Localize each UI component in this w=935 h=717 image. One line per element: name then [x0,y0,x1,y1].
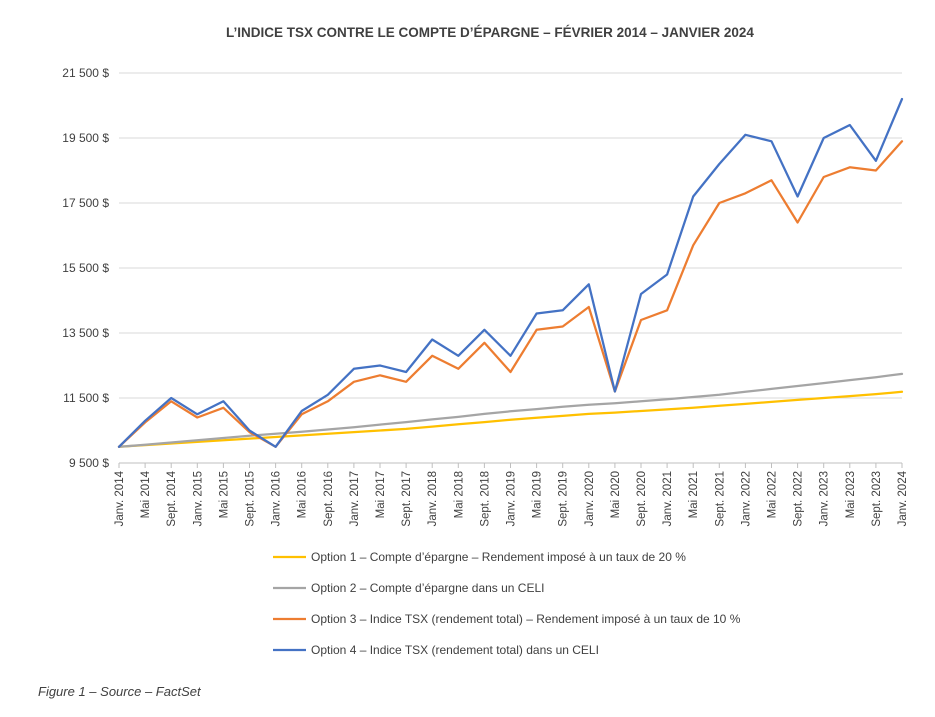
x-tick-label: Sept. 2015 [245,471,257,527]
x-tick-label: Janv. 2019 [506,471,518,526]
x-tick-label: Mai 2019 [532,471,544,518]
x-tick-label: Sept. 2019 [558,471,570,527]
y-tick-label: 19 500 $ [62,131,109,145]
x-tick-label: Janv. 2023 [819,471,831,526]
x-tick-label: Janv. 2022 [740,471,752,526]
x-tick-label: Janv. 2024 [897,470,909,526]
x-axis-tick-labels: Janv. 2014 Mai 2014 Sept. 2014 Janv. 2015 Ma… [114,463,909,527]
x-tick-label: Mai 2014 [140,470,152,518]
x-tick-label: Sept. 2017 [401,471,413,527]
legend-label: Option 4 – Indice TSX (rendement total) … [311,643,599,657]
x-tick-label: Janv. 2017 [349,471,361,526]
x-tick-label: Janv. 2015 [192,471,204,526]
gridlines [119,72,902,464]
x-tick-label: Janv. 2018 [427,471,439,526]
x-tick-label: Mai 2022 [767,471,779,518]
series-line-option-4 [117,97,904,448]
x-tick-label: Mai 2021 [688,471,700,518]
x-tick-label: Sept. 2022 [793,471,805,527]
x-tick-label: Sept. 2014 [166,470,178,526]
x-tick-label: Mai 2018 [453,471,465,518]
x-tick-label: Sept. 2021 [714,471,726,527]
y-tick-label: 13 500 $ [62,326,109,340]
legend-label: Option 2 – Compte d’épargne dans un CELI [311,581,544,595]
y-tick-label: 21 500 $ [62,66,109,80]
x-tick-label: Mai 2016 [297,471,309,518]
x-tick-label: Janv. 2021 [662,471,674,526]
x-tick-label: Sept. 2018 [479,471,491,527]
y-tick-label: 9 500 $ [69,456,109,470]
legend-label: Option 3 – Indice TSX (rendement total) … [311,612,741,626]
y-tick-label: 15 500 $ [62,261,109,275]
x-tick-label: Mai 2015 [218,471,230,518]
series-lines [117,97,904,448]
figure-caption: Figure 1 – Source – FactSet [38,684,201,699]
series-line-option-1 [117,390,904,448]
x-tick-label: Janv. 2020 [584,471,596,526]
series-line-option-3 [117,140,904,448]
x-tick-label: Mai 2023 [845,471,857,518]
y-axis-tick-labels: 9 500 $ 11 500 $ 13 500 $ 15 500 $ 17 500 $ 1… [62,66,109,470]
x-tick-label: Janv. 2014 [114,470,126,526]
x-tick-label: Mai 2017 [375,471,387,518]
x-tick-label: Mai 2020 [610,471,622,518]
x-tick-label: Sept. 2016 [323,471,335,527]
x-tick-label: Janv. 2016 [271,471,283,526]
series-line-option-2 [117,372,904,448]
x-tick-label: Sept. 2023 [871,471,883,527]
y-tick-label: 17 500 $ [62,196,109,210]
y-tick-label: 11 500 $ [63,391,109,405]
legend: Option 1 – Compte d’épargne – Rendement … [273,550,741,657]
x-tick-label: Sept. 2020 [636,471,648,527]
legend-label: Option 1 – Compte d’épargne – Rendement … [311,550,686,564]
chart-title: L’INDICE TSX CONTRE LE COMPTE D’ÉPARGNE … [226,25,754,40]
